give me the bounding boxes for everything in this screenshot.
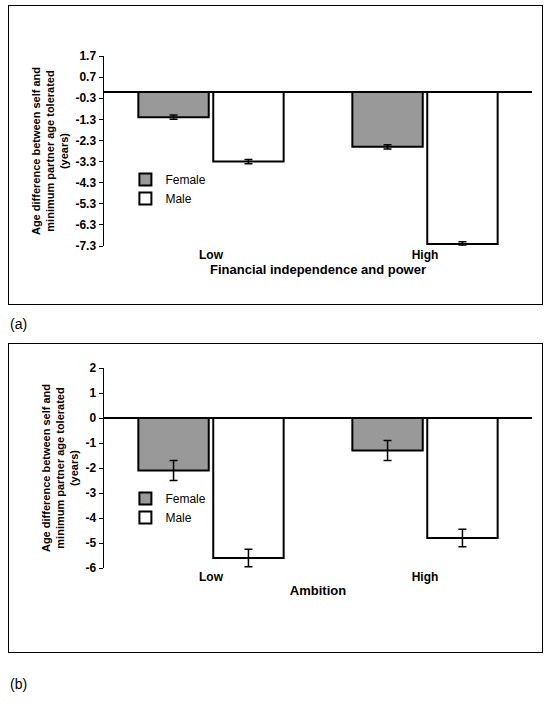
svg-text:-4: -4 [85,511,96,525]
svg-text:Low: Low [199,248,224,262]
svg-text:-5.3: -5.3 [75,197,96,211]
svg-text:Male: Male [165,511,191,525]
svg-text:-0.3: -0.3 [75,91,96,105]
svg-text:-3.3: -3.3 [75,155,96,169]
svg-text:High: High [412,570,439,584]
svg-text:-6: -6 [85,561,96,575]
svg-text:-3: -3 [85,486,96,500]
svg-text:2: 2 [89,361,96,375]
svg-text:-7.3: -7.3 [75,239,96,253]
svg-text:High: High [412,248,439,262]
svg-text:-1.3: -1.3 [75,113,96,127]
svg-text:Male: Male [165,192,191,206]
svg-text:Age difference between self an: Age difference between self andminimum p… [40,384,81,552]
svg-text:Ambition: Ambition [290,583,346,598]
svg-text:Age difference between self an: Age difference between self andminimum p… [30,67,71,235]
html-text:(b): (b) [10,676,28,692]
svg-text:Female: Female [165,173,205,187]
html-text:(a): (a) [10,316,28,332]
svg-text:1: 1 [89,386,96,400]
svg-text:0.7: 0.7 [79,70,96,84]
svg-text:Financial independence and pow: Financial independence and power [210,262,426,277]
svg-text:Low: Low [199,570,224,584]
svg-text:-2: -2 [85,461,96,475]
svg-text:0: 0 [89,411,96,425]
svg-text:-6.3: -6.3 [75,218,96,232]
svg-text:-4.3: -4.3 [75,176,96,190]
svg-text:-1: -1 [85,436,96,450]
svg-text:Female: Female [165,492,205,506]
svg-text:-2.3: -2.3 [75,134,96,148]
svg-text:1.7: 1.7 [79,49,96,63]
svg-text:-5: -5 [85,536,96,550]
